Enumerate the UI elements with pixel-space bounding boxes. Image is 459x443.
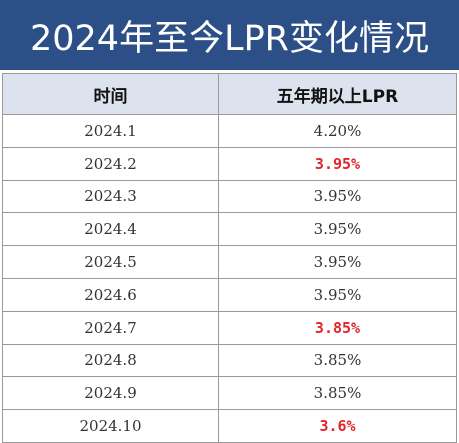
period-cell: 2024.6 — [2, 277, 219, 312]
period-cell: 2024.5 — [2, 245, 219, 279]
period-cell: 2024.8 — [2, 343, 219, 378]
rate-cell: 3.95% — [218, 146, 457, 181]
title-banner: 2024年至今LPR变化情况 — [0, 0, 459, 70]
table-row: 2024.9 3.85% — [2, 376, 457, 411]
lpr-table: 时间 五年期以上LPR 2024.1 4.20% 2024.2 3.95% 20… — [2, 73, 457, 443]
column-header-period: 时间 — [2, 73, 219, 115]
rate-cell: 3.95% — [218, 277, 457, 312]
rate-cell: 3.85% — [218, 376, 457, 411]
table-row: 2024.1 4.20% — [2, 114, 457, 148]
period-cell: 2024.7 — [2, 310, 219, 345]
table-row: 2024.6 3.95% — [2, 277, 457, 312]
period-cell: 2024.4 — [2, 212, 219, 247]
period-cell: 2024.1 — [2, 114, 219, 148]
table-body: 2024.1 4.20% 2024.2 3.95% 2024.3 3.95% 2… — [2, 114, 457, 443]
rate-cell: 4.20% — [218, 114, 457, 148]
column-header-rate: 五年期以上LPR — [218, 73, 457, 115]
table-row: 2024.5 3.95% — [2, 245, 457, 279]
table-row: 2024.8 3.85% — [2, 343, 457, 378]
rate-cell: 3.95% — [218, 212, 457, 247]
rate-cell: 3.95% — [218, 179, 457, 214]
period-cell: 2024.2 — [2, 146, 219, 181]
rate-cell: 3.85% — [218, 343, 457, 378]
period-cell: 2024.9 — [2, 376, 219, 411]
table-row: 2024.7 3.85% — [2, 310, 457, 345]
rate-cell: 3.6% — [218, 409, 457, 443]
table-row: 2024.2 3.95% — [2, 146, 457, 181]
page-title: 2024年至今LPR变化情况 — [30, 18, 429, 59]
period-cell: 2024.10 — [2, 409, 219, 443]
header-row: 时间 五年期以上LPR — [2, 73, 457, 115]
period-cell: 2024.3 — [2, 179, 219, 214]
rate-cell: 3.95% — [218, 245, 457, 279]
table-row: 2024.4 3.95% — [2, 212, 457, 247]
table-header: 时间 五年期以上LPR — [2, 73, 457, 115]
table-row: 2024.10 3.6% — [2, 409, 457, 443]
table-row: 2024.3 3.95% — [2, 179, 457, 214]
rate-cell: 3.85% — [218, 310, 457, 345]
